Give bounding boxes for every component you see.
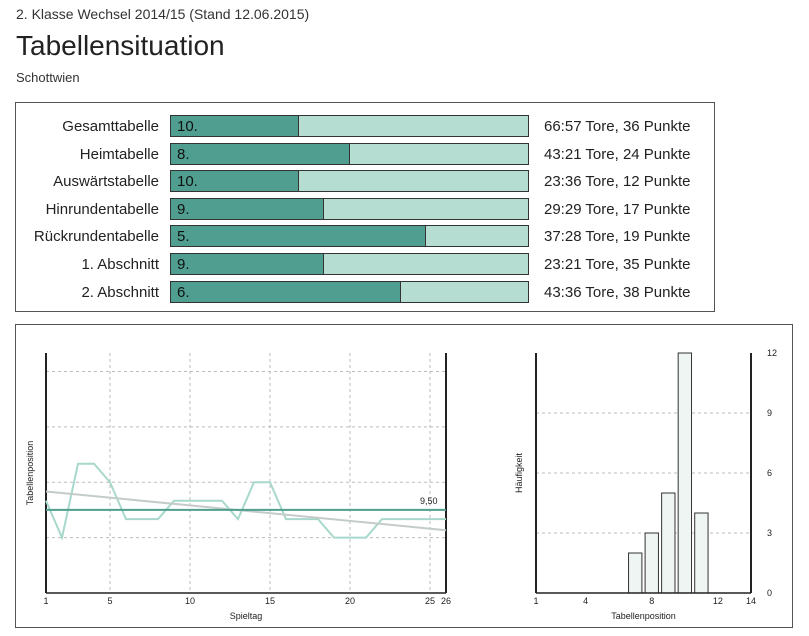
x-tick-label: 4 <box>583 596 588 606</box>
standings-stats: 37:28 Tore, 19 Punkte <box>544 228 691 246</box>
standings-row: Rückrundentabelle 5. 37:28 Tore, 19 Punkte <box>16 225 714 249</box>
standings-rank: 9. <box>177 200 190 218</box>
standings-rank: 9. <box>177 256 190 273</box>
standings-row: Gesamttabelle 10. 66:57 Tore, 36 Punkte <box>16 115 714 139</box>
standings-bar-fill <box>171 143 350 164</box>
histogram-bar <box>661 492 676 594</box>
standings-stats: 23:21 Tore, 35 Punkte <box>544 256 691 273</box>
standings-row: Auswärtstabelle 10. 23:36 Tore, 12 Punkte <box>16 170 714 194</box>
standings-rank: 8. <box>177 145 190 163</box>
x-tick-label: 5 <box>107 596 112 606</box>
standings-label: Heimtabelle <box>79 145 159 163</box>
y-axis-label: Häufigkeit <box>514 452 524 493</box>
x-tick-label: 1 <box>533 596 538 606</box>
x-tick-label: 1 <box>43 596 48 606</box>
standings-label: Auswärtstabelle <box>53 173 159 191</box>
standings-rank: 6. <box>177 283 190 301</box>
standings-stats: 23:36 Tore, 12 Punkte <box>544 173 691 191</box>
x-axis-label: Tabellenposition <box>611 611 676 621</box>
standings-label: Gesamttabelle <box>62 118 159 135</box>
standings-row: Hinrundentabelle 9. 29:29 Tore, 17 Punkte <box>16 197 714 222</box>
standings-label: 1. Abschnitt <box>81 256 159 273</box>
standings-stats: 43:21 Tore, 24 Punkte <box>544 145 691 163</box>
standings-bar: 9. <box>170 197 529 220</box>
y-tick-label: 12 <box>767 348 777 358</box>
standings-rank: 10. <box>177 118 198 135</box>
standings-bar: 6. <box>170 280 529 303</box>
x-tick-label: 12 <box>713 596 723 606</box>
series-line-0 <box>45 462 446 541</box>
standings-label: Rückrundentabelle <box>33 228 159 246</box>
standings-bar: 10. <box>170 170 529 193</box>
standings-stats: 29:29 Tore, 17 Punkte <box>544 200 691 218</box>
standings-bar-fill <box>171 171 299 192</box>
standings-bar: 5. <box>170 225 529 248</box>
x-tick-label: 14 <box>746 596 756 606</box>
y-tick-label: 3 <box>767 528 772 538</box>
x-tick-label: 10 <box>185 596 195 606</box>
x-tick-label: 26 <box>441 596 451 606</box>
team-name: Schottwien <box>16 70 80 85</box>
standings-rank: 10. <box>177 173 198 191</box>
standings-bar: 10. <box>170 115 529 137</box>
page-title: Tabellensituation <box>16 30 225 61</box>
y-axis-label: Tabellenposition <box>25 441 35 506</box>
standings-bar-fill <box>171 198 324 219</box>
standings-row: 1. Abschnitt 9. 23:21 Tore, 35 Punkte <box>16 253 714 277</box>
histogram-bar <box>644 532 659 594</box>
x-axis-label: Spieltag <box>230 611 263 621</box>
charts-panel: 9,5015101520252612581114SpieltagTabellen… <box>15 324 793 628</box>
standings-bar: 9. <box>170 253 529 275</box>
league-subtitle: 2. Klasse Wechsel 2014/15 (Stand 12.06.2… <box>16 6 310 22</box>
standings-bar-fill <box>171 226 426 247</box>
x-tick-label: 25 <box>425 596 435 606</box>
standings-bar-fill <box>171 254 324 274</box>
y-tick-label: 6 <box>767 468 772 478</box>
standings-bar-fill <box>171 116 299 136</box>
histogram-bar <box>677 352 693 594</box>
standings-stats: 66:57 Tore, 36 Punkte <box>544 118 691 135</box>
standings-bar-fill <box>171 281 401 302</box>
histogram-bar <box>628 552 643 594</box>
standings-bar: 8. <box>170 142 529 165</box>
standings-panel: Gesamttabelle 10. 66:57 Tore, 36 Punkte Hei… <box>15 102 715 312</box>
standings-row: Heimtabelle 8. 43:21 Tore, 24 Punkte <box>16 142 714 167</box>
standings-row: 2. Abschnitt 6. 43:36 Tore, 38 Punkte <box>16 280 714 305</box>
x-tick-label: 20 <box>345 596 355 606</box>
x-tick-label: 8 <box>649 596 654 606</box>
histogram-bar <box>694 512 709 594</box>
y-tick-label: 0 <box>767 588 772 598</box>
x-tick-label: 15 <box>265 596 275 606</box>
y-tick-label: 9 <box>767 408 772 418</box>
standings-label: 2. Abschnitt <box>81 283 159 301</box>
standings-stats: 43:36 Tore, 38 Punkte <box>544 283 691 301</box>
standings-label: Hinrundentabelle <box>45 200 159 218</box>
standings-rank: 5. <box>177 228 190 246</box>
average-annotation: 9,50 <box>420 496 438 506</box>
position-line-chart: 9,5015101520252612581114SpieltagTabellen… <box>25 348 472 621</box>
